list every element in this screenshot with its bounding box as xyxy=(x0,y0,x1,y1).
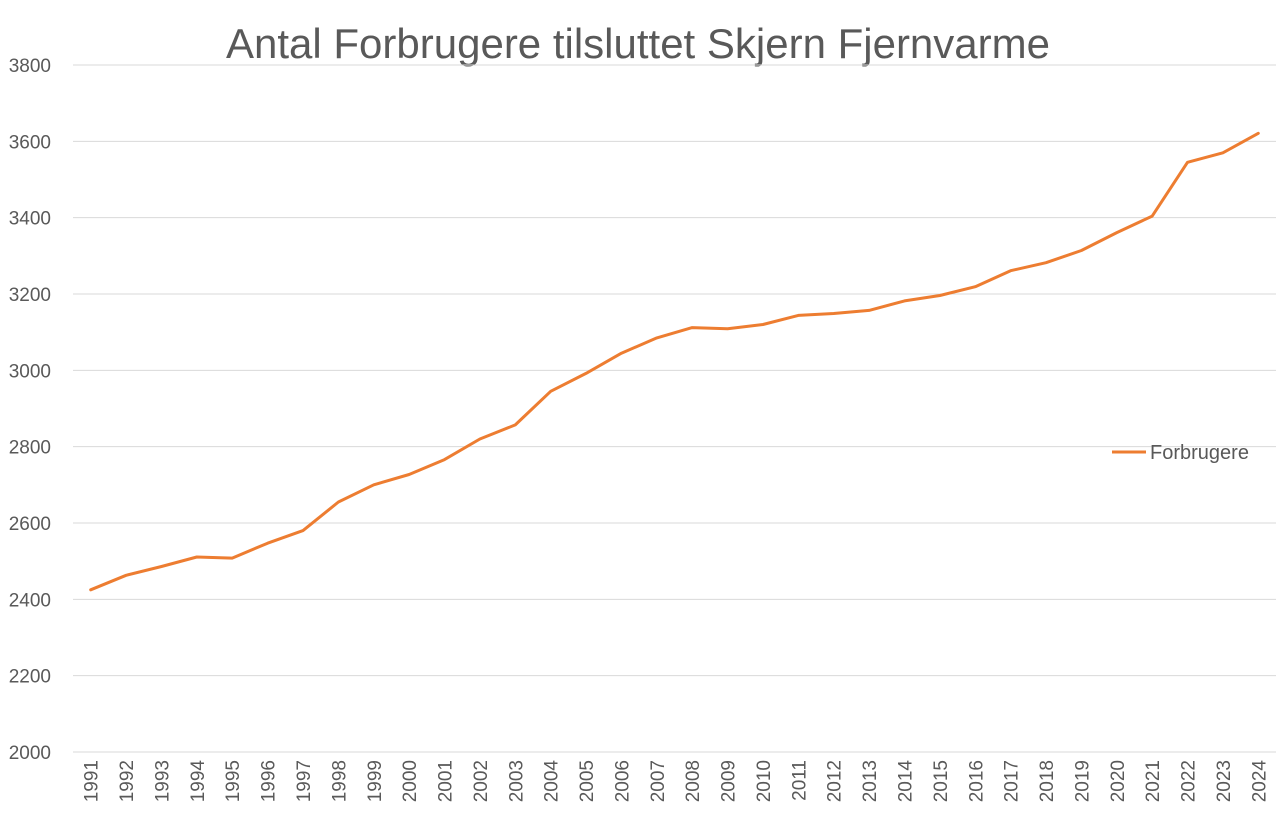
x-tick-label: 2005 xyxy=(577,760,598,802)
x-tick-label: 2011 xyxy=(789,760,810,801)
y-tick-label: 2200 xyxy=(9,667,51,688)
legend: Forbrugere xyxy=(1112,442,1249,464)
y-tick-label: 3400 xyxy=(9,209,51,230)
x-tick-label: 2003 xyxy=(506,760,527,802)
x-tick-label: 2022 xyxy=(1179,760,1200,802)
x-tick-label: 2006 xyxy=(612,760,633,802)
x-tick-label: 2004 xyxy=(542,760,563,803)
x-axis-ticks: 1991 1992 1993 1994 1995 1996 1997 1998 1999 2000… xyxy=(82,760,1271,803)
x-tick-label: 2019 xyxy=(1072,760,1093,802)
x-tick-label: 1999 xyxy=(365,760,386,802)
x-tick-label: 2016 xyxy=(966,760,987,802)
chart-title: Antal Forbrugere tilsluttet Skjern Fjern… xyxy=(226,20,1050,67)
series-line-forbrugere xyxy=(89,131,1260,592)
x-tick-label: 1994 xyxy=(188,760,209,803)
x-tick-label: 2017 xyxy=(1002,760,1023,802)
x-tick-label: 2002 xyxy=(471,760,492,802)
x-tick-label: 2010 xyxy=(754,760,775,802)
x-tick-label: 2021 xyxy=(1143,760,1164,802)
y-tick-label: 2600 xyxy=(9,514,51,535)
x-tick-label: 2014 xyxy=(895,760,916,803)
x-tick-label: 2020 xyxy=(1108,760,1129,802)
x-tick-label: 2000 xyxy=(400,760,421,802)
x-tick-label: 2018 xyxy=(1037,760,1058,802)
series-lines xyxy=(89,131,1260,592)
x-tick-label: 1992 xyxy=(117,760,138,802)
x-tick-label: 1993 xyxy=(152,760,173,802)
x-tick-label: 2015 xyxy=(931,760,952,802)
x-tick-label: 2007 xyxy=(648,760,669,802)
gridlines xyxy=(73,64,1276,753)
x-tick-label: 2024 xyxy=(1249,760,1270,803)
y-tick-label: 2800 xyxy=(9,438,51,459)
y-tick-label: 2400 xyxy=(9,590,51,611)
y-tick-label: 3200 xyxy=(9,285,51,306)
legend-label: Forbrugere xyxy=(1150,442,1249,464)
y-tick-label: 3800 xyxy=(9,56,51,77)
x-tick-label: 2008 xyxy=(683,760,704,802)
x-tick-label: 1998 xyxy=(329,760,350,802)
y-tick-label: 3600 xyxy=(9,132,51,153)
x-tick-label: 1991 xyxy=(82,760,103,802)
x-tick-label: 2012 xyxy=(825,760,846,802)
y-axis-ticks: 2000 2200 2400 2600 2800 3000 3200 3400 3600 3800 xyxy=(9,56,51,764)
x-tick-label: 2023 xyxy=(1214,760,1235,802)
x-tick-label: 1997 xyxy=(294,760,315,802)
y-tick-label: 2000 xyxy=(9,743,51,764)
x-tick-label: 2001 xyxy=(436,760,457,802)
x-tick-label: 1995 xyxy=(223,760,244,802)
x-tick-label: 2009 xyxy=(719,760,740,802)
x-tick-label: 1996 xyxy=(259,760,280,802)
x-tick-label: 2013 xyxy=(860,760,881,802)
y-tick-label: 3000 xyxy=(9,361,51,382)
